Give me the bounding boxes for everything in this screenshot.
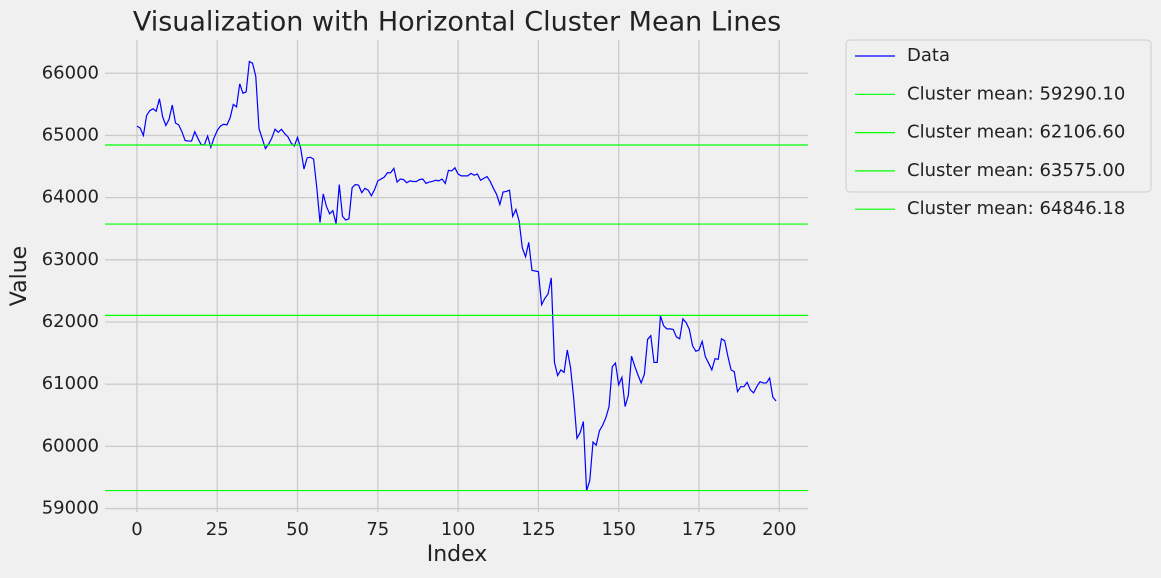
legend-label: Cluster mean: 64846.18 [907,198,1125,219]
legend-label: Cluster mean: 59290.10 [907,83,1125,104]
x-tick-label: 25 [206,519,229,540]
y-tick-label: 64000 [42,187,99,208]
x-tick-label: 50 [286,519,309,540]
y-tick-label: 66000 [42,62,99,83]
data-line [136,60,777,491]
x-tick-label: 75 [366,519,389,540]
y-tick-label: 61000 [42,373,99,394]
legend-box [845,39,1152,193]
y-axis-label: Value [7,246,32,306]
y-tick-label: 60000 [42,435,99,456]
y-tick-label: 65000 [42,124,99,145]
x-tick-label: 150 [602,519,636,540]
y-tick-label: 62000 [42,311,99,332]
legend-label: Cluster mean: 62106.60 [907,122,1125,143]
x-tick-label: 175 [682,519,716,540]
x-axis-label: Index [427,542,488,567]
y-tick-label: 59000 [42,498,99,519]
chart-title: Visualization with Horizontal Cluster Me… [133,7,781,38]
x-tick-label: 0 [131,519,142,540]
x-tick-label: 200 [762,519,796,540]
y-tick-label: 63000 [42,249,99,270]
legend-label: Data [907,45,950,66]
x-tick-label: 125 [521,519,555,540]
legend-label: Cluster mean: 63575.00 [907,160,1125,181]
x-tick-label: 100 [441,519,475,540]
